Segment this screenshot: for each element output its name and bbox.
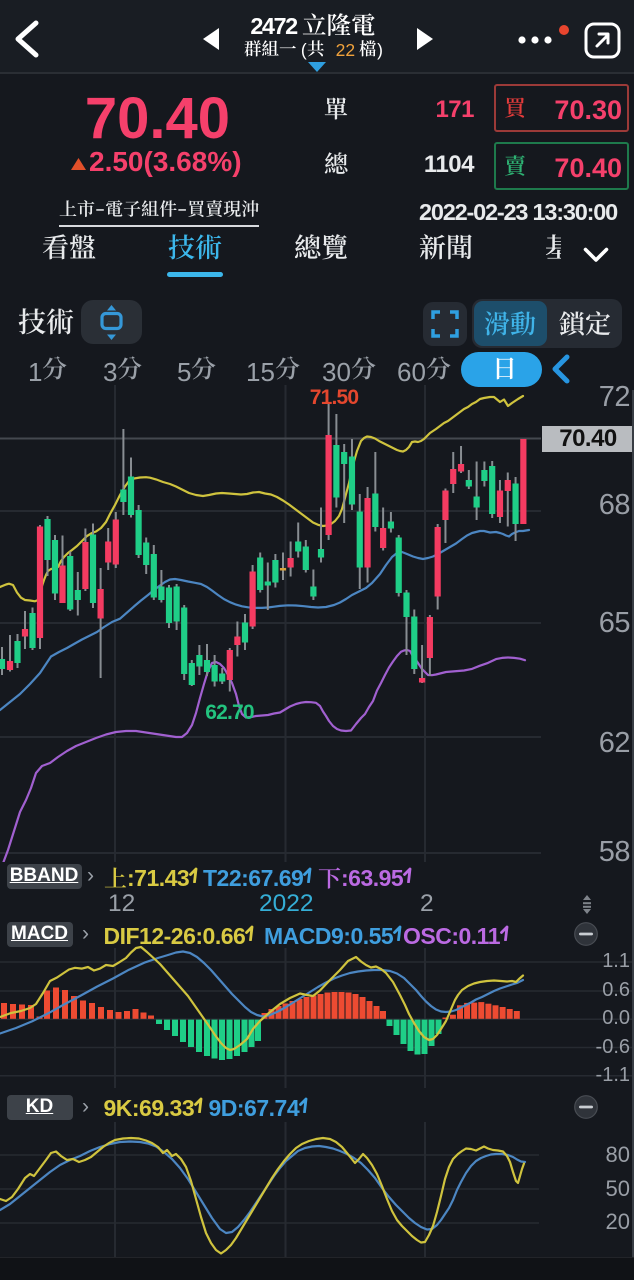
svg-text:71.50: 71.50 [310, 386, 359, 409]
svg-text:62.70: 62.70 [205, 701, 254, 724]
